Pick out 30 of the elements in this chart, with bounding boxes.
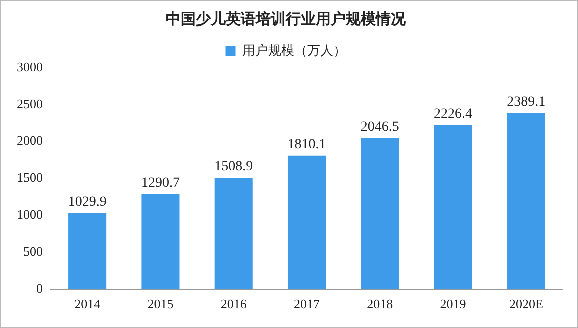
x-tick-label: 2015 [148, 296, 174, 312]
x-tick-label: 2018 [367, 296, 394, 312]
data-label: 1508.9 [214, 160, 254, 175]
bar [214, 178, 253, 290]
y-tick-label: 1000 [17, 207, 43, 222]
bar [507, 113, 546, 290]
y-tick-label: 500 [24, 244, 43, 259]
x-tick-label: 2017 [294, 296, 320, 312]
legend-label: 用户规模（万人） [242, 44, 346, 59]
y-tick-label: 2000 [17, 133, 43, 148]
bar [68, 213, 107, 290]
y-tick-label: 1500 [17, 170, 43, 186]
bar [142, 194, 180, 290]
data-label: 1810.1 [288, 137, 326, 152]
x-tick-label: 2019 [440, 296, 466, 312]
data-label: 2046.5 [360, 120, 400, 136]
y-tick-label: 2500 [17, 96, 43, 112]
x-tick-label: 2014 [74, 296, 102, 312]
chart-title: 中国少儿英语培训行业用户规模情况 [166, 10, 407, 28]
data-label: 1029.9 [68, 195, 107, 210]
bar [288, 156, 326, 290]
y-tick-label: 0 [36, 280, 43, 296]
data-label: 1290.7 [141, 176, 180, 191]
data-label: 2226.4 [434, 106, 473, 122]
bar [361, 138, 400, 290]
x-tick-label: 2020E [509, 296, 544, 312]
data-label: 2389.1 [507, 94, 546, 110]
y-tick-label: 3000 [17, 59, 43, 74]
bar [434, 125, 472, 290]
x-tick-label: 2016 [220, 296, 248, 312]
